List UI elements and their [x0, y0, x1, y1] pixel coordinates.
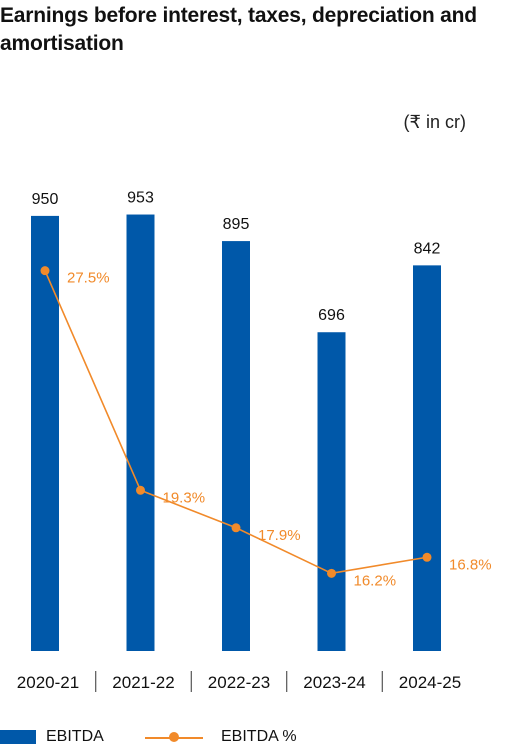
bar-2020-21 [31, 215, 59, 651]
ebitda-chart: 950 953 895 696 842 27.5% 19.3% 17.9% 16.2% 16.8%… [17, 190, 492, 692]
legend-label-ebitda: EBITDA [46, 728, 104, 745]
bar-2022-23 [222, 241, 250, 651]
ebitda-pct-label: 16.8% [449, 556, 492, 573]
category-label: 2023-24 [303, 673, 365, 692]
unit-note: (₹ in cr) [403, 112, 466, 132]
legend-item-ebitda: EBITDA [0, 728, 104, 746]
bar-2021-22 [126, 214, 155, 651]
ebitda-pct-point [231, 523, 241, 533]
bar-value-label: 696 [318, 307, 345, 324]
bar-2023-24 [317, 332, 346, 651]
bar-value-label: 950 [32, 191, 59, 208]
bar-value-label: 895 [223, 216, 250, 233]
category-label: 2021-22 [112, 673, 174, 692]
legend-line-swatch [145, 730, 203, 744]
ebitda-pct-point [136, 485, 145, 495]
legend-label-ebitda-pct: EBITDA % [221, 728, 297, 745]
ebitda-pct-label: 17.9% [258, 527, 301, 544]
bar-2024-25 [413, 265, 441, 651]
chart-title: Earnings before interest, taxes, depreci… [0, 4, 477, 55]
ebitda-pct-point [327, 568, 336, 578]
category-label: 2024-25 [399, 673, 461, 692]
bar-value-label: 953 [127, 190, 154, 207]
ebitda-pct-label: 16.2% [354, 572, 397, 589]
bar-value-label: 842 [414, 240, 441, 257]
category-label: 2020-21 [17, 673, 79, 692]
category-label: 2022-23 [208, 673, 270, 692]
ebitda-pct-point [40, 266, 50, 276]
ebitda-pct-point [422, 552, 432, 562]
legend-bar-swatch [0, 730, 36, 744]
ebitda-pct-label: 27.5% [67, 270, 110, 287]
chart-legend: EBITDA EBITDA % [0, 728, 523, 747]
ebitda-pct-label: 19.3% [163, 489, 206, 506]
legend-item-ebitda-pct: EBITDA % [145, 728, 297, 746]
